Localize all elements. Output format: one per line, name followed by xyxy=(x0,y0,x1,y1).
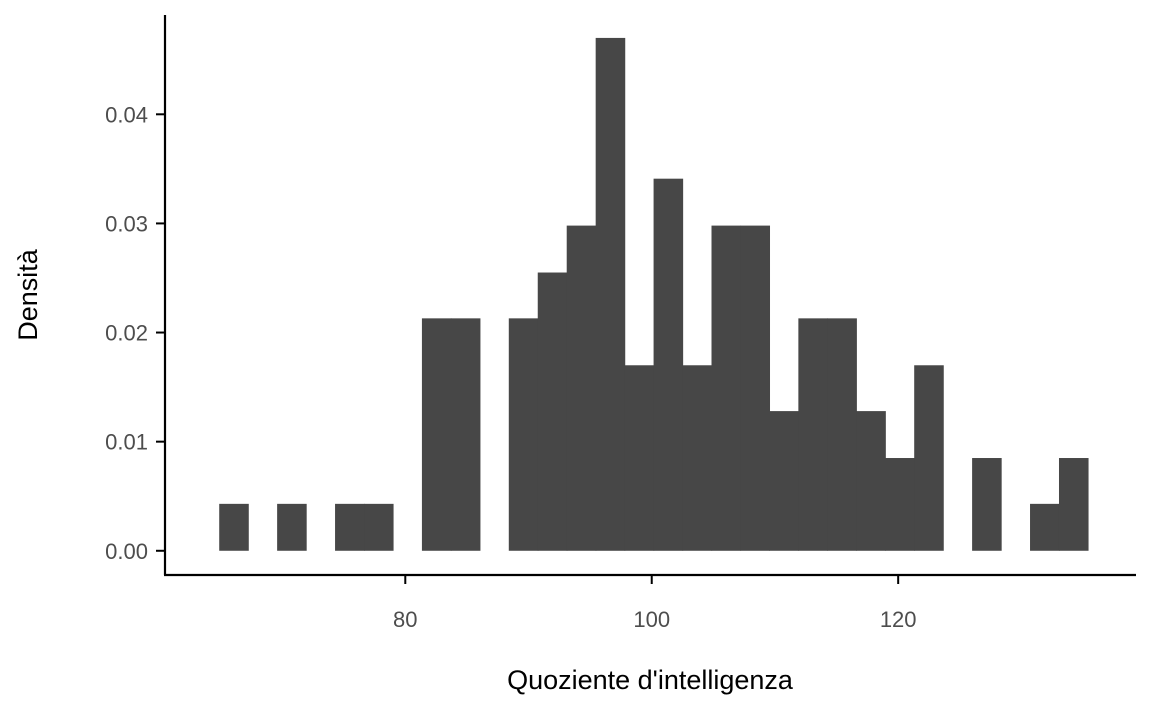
histogram-bar xyxy=(769,411,799,551)
histogram-bar xyxy=(972,458,1002,551)
histogram-bar xyxy=(450,318,481,551)
y-tick-label: 0.04 xyxy=(105,102,148,127)
histogram-bar xyxy=(364,503,394,551)
x-axis-ticks: 80 100 120 xyxy=(393,575,917,632)
y-axis-ticks: 0.00 0.01 0.02 0.03 0.04 xyxy=(105,102,165,564)
x-axis-title: Quoziente d'intelligenza xyxy=(507,665,794,695)
y-tick-label: 0.02 xyxy=(105,321,148,346)
histogram-bar xyxy=(740,225,771,551)
histogram-bar xyxy=(798,318,828,551)
x-tick-label: 100 xyxy=(633,607,670,632)
y-tick-label: 0.03 xyxy=(105,211,148,236)
x-tick-label: 80 xyxy=(393,607,417,632)
histogram-bar xyxy=(914,365,944,551)
histogram-bar xyxy=(335,503,365,551)
y-tick-label: 0.00 xyxy=(105,539,148,564)
y-tick-label: 0.01 xyxy=(105,430,148,455)
histogram-bar xyxy=(508,318,539,551)
histogram-bar xyxy=(711,225,742,551)
x-tick-label: 120 xyxy=(880,607,917,632)
histogram-bar xyxy=(595,37,626,551)
histogram-bar xyxy=(1030,503,1060,551)
histogram-bar xyxy=(566,225,597,551)
histogram-bar xyxy=(1058,458,1089,551)
histogram-bar xyxy=(885,458,915,551)
histogram-bar xyxy=(682,365,713,551)
histogram-bar xyxy=(653,178,684,551)
histogram-bar xyxy=(537,272,568,551)
histogram-bar xyxy=(277,503,307,551)
bars-group xyxy=(219,37,1089,551)
histogram-bar xyxy=(421,318,452,551)
histogram-bar xyxy=(856,411,886,551)
histogram-bar xyxy=(624,365,655,551)
y-axis-title: Densità xyxy=(13,248,43,341)
histogram-bar xyxy=(219,503,249,551)
histogram-bar xyxy=(827,318,857,551)
